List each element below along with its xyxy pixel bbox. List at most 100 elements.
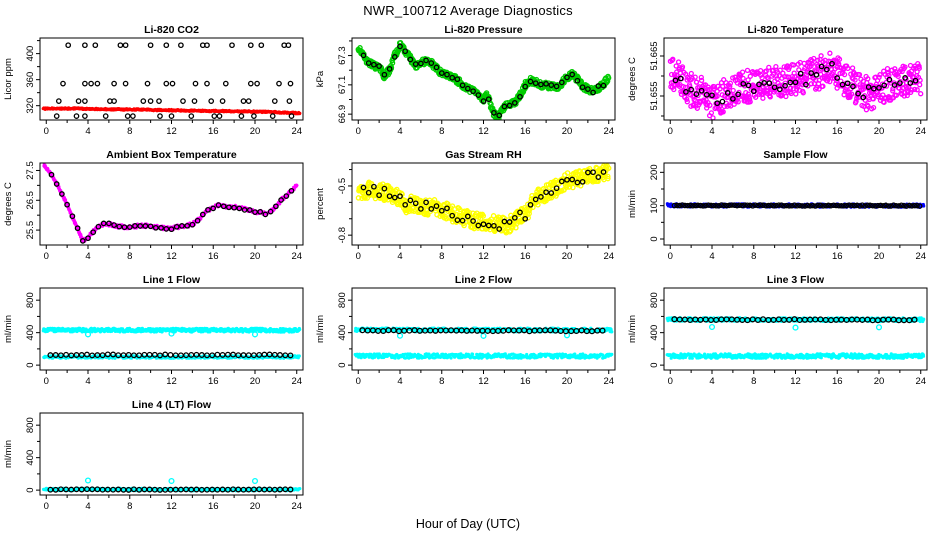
panel-title: Line 4 (LT) Flow <box>132 399 212 411</box>
y-axis-label: percent <box>315 188 326 220</box>
panel-ambient-box-temperature: 0 4 8 12 16 20 24 25.5 26.5 27.5 degrees C Ambient … <box>0 147 312 272</box>
y-tick-label: 800 <box>25 417 36 433</box>
li820-pressure-axes: 0 4 8 12 16 20 24 66.9 67.1 67.3 kPa Li-820 Pressur… <box>315 24 616 137</box>
y-tick-label: -0.8 <box>337 227 348 243</box>
x-tick-label: 20 <box>250 126 261 137</box>
y-axis-label: ml/min <box>627 190 638 218</box>
panel-title: Li-820 CO2 <box>144 24 199 36</box>
panel-line1-flow: 0 4 8 12 16 20 24 0 400 800 ml/min Line 1 Flow <box>0 272 312 397</box>
sample-flow-axes: 0 4 8 12 16 20 24 0 100 200 ml/min Sample Flow <box>627 149 928 262</box>
y-tick-label: 51.655 <box>649 81 660 110</box>
x-tick-label: 24 <box>915 376 926 387</box>
figure-title: NWR_100712 Average Diagnostics <box>363 3 573 18</box>
li820-temperature-plot-area <box>667 50 924 120</box>
x-tick-label: 0 <box>44 126 49 137</box>
x-tick-label: 24 <box>291 126 302 137</box>
x-tick-label: 0 <box>356 376 361 387</box>
y-tick-label: 400 <box>337 325 348 341</box>
y-axis-label: degrees C <box>627 57 638 101</box>
x-tick-label: 8 <box>751 126 756 137</box>
x-tick-label: 16 <box>520 376 531 387</box>
x-tick-label: 16 <box>208 126 219 137</box>
y-tick-label: 0 <box>649 236 660 241</box>
x-tick-label: 24 <box>291 376 302 387</box>
y-tick-label: 0 <box>25 487 36 492</box>
x-tick-label: 20 <box>562 126 573 137</box>
y-tick-label: 360 <box>25 72 36 88</box>
gas-stream-rh-chart: 0 4 8 12 16 20 24 -0.5 -0.8 percent Gas Stream RH <box>315 149 616 262</box>
y-axis-label: kPa <box>315 70 326 87</box>
y-tick-label: 67.1 <box>337 76 348 95</box>
x-tick-label: 16 <box>520 126 531 137</box>
panel-title: Sample Flow <box>763 149 828 161</box>
x-tick-label: 4 <box>85 376 90 387</box>
ambient-temp-hourly-averages <box>48 171 295 244</box>
y-axis-label: ml/min <box>3 440 14 468</box>
x-tick-label: 16 <box>208 251 219 262</box>
y-tick-label: 26.5 <box>25 191 36 210</box>
y-axis-label: Licor ppm <box>3 58 14 100</box>
y-tick-label: 320 <box>25 98 36 114</box>
line4-lt-flow-axes: 0 4 8 12 16 20 24 0 400 800 ml/min Line 4 (LT) Flow <box>3 399 304 512</box>
temperature-raw-cloud <box>667 50 924 120</box>
y-tick-label: 800 <box>25 292 36 308</box>
sample-flow-plot-area <box>665 202 926 209</box>
x-tick-label: 4 <box>85 501 90 512</box>
x-tick-label: 16 <box>832 251 843 262</box>
x-tick-label: 24 <box>915 251 926 262</box>
x-tick-label: 24 <box>603 251 614 262</box>
x-tick-label: 24 <box>915 126 926 137</box>
ambient-box-temperature-chart: 0 4 8 12 16 20 24 25.5 26.5 27.5 degrees C Ambient … <box>3 149 304 262</box>
y-tick-label: 400 <box>25 46 36 62</box>
x-tick-label: 12 <box>478 376 489 387</box>
y-tick-label: 400 <box>649 325 660 341</box>
panel-title: Gas Stream RH <box>445 149 521 161</box>
x-tick-label: 12 <box>478 126 489 137</box>
li820-pressure-plot-area <box>355 40 612 120</box>
x-tick-label: 24 <box>291 501 302 512</box>
x-tick-label: 8 <box>439 126 444 137</box>
x-tick-label: 0 <box>44 376 49 387</box>
x-tick-label: 8 <box>127 126 132 137</box>
y-tick-label: 400 <box>25 450 36 466</box>
line1-high-flow-band <box>41 326 302 334</box>
line1-flow-averages <box>47 351 294 359</box>
x-tick-label: 20 <box>562 251 573 262</box>
x-tick-label: 24 <box>603 126 614 137</box>
line1-flow-chart: 0 4 8 12 16 20 24 0 400 800 ml/min Line 1 Flow <box>3 274 304 387</box>
panel-title: Ambient Box Temperature <box>106 149 237 161</box>
li820-pressure-chart: 0 4 8 12 16 20 24 66.9 67.1 67.3 kPa Li-820 Pressur… <box>315 24 616 137</box>
x-tick-label: 8 <box>127 376 132 387</box>
x-tick-label: 12 <box>478 251 489 262</box>
x-tick-label: 8 <box>439 251 444 262</box>
pressure-hourly-averages <box>360 43 607 119</box>
x-tick-label: 20 <box>250 501 261 512</box>
y-tick-label: 51.665 <box>649 41 660 70</box>
y-tick-label: -0.5 <box>337 178 348 194</box>
x-tick-label: 4 <box>85 126 90 137</box>
line3-flow-plot-area <box>665 316 926 360</box>
y-tick-label: 27.5 <box>25 161 36 180</box>
y-tick-label: 100 <box>649 198 660 214</box>
line1-flow-plot-area <box>41 326 302 360</box>
line2-flow-dips <box>396 332 571 339</box>
gas-stream-rh-plot-area <box>355 163 612 236</box>
x-tick-label: 12 <box>790 251 801 262</box>
ambient-box-temperature-plot-area <box>42 163 299 244</box>
li820-temperature-axes: 0 4 8 12 16 20 24 51.655 51.665 degrees C Li-820 T… <box>627 24 928 137</box>
x-tick-label: 20 <box>562 376 573 387</box>
li820-co2-axes: 0 4 8 12 16 20 24 320 360 400 Licor ppm Li-820 CO2 <box>3 24 304 137</box>
line3-flow-axes: 0 4 8 12 16 20 24 0 400 800 ml/min Line 3 Flow <box>627 274 928 387</box>
x-tick-label: 0 <box>44 251 49 262</box>
panel-sample-flow: 0 4 8 12 16 20 24 0 100 200 ml/min Sample Flow <box>624 147 936 272</box>
line4-lt-flow-chart: 0 4 8 12 16 20 24 0 400 800 ml/min Line 4 (LT) Flow <box>3 399 304 512</box>
panel-title: Li-820 Temperature <box>747 24 843 36</box>
x-tick-label: 20 <box>874 376 885 387</box>
y-axis-label: ml/min <box>3 315 14 343</box>
y-axis-label: degrees C <box>3 182 14 226</box>
ambient-box-temperature-axes: 0 4 8 12 16 20 24 25.5 26.5 27.5 degrees C Ambient … <box>3 149 304 262</box>
x-tick-label: 0 <box>668 251 673 262</box>
y-axis-label: ml/min <box>315 315 326 343</box>
y-tick-label: 66.9 <box>337 105 348 124</box>
panel-title: Line 1 Flow <box>143 274 201 286</box>
